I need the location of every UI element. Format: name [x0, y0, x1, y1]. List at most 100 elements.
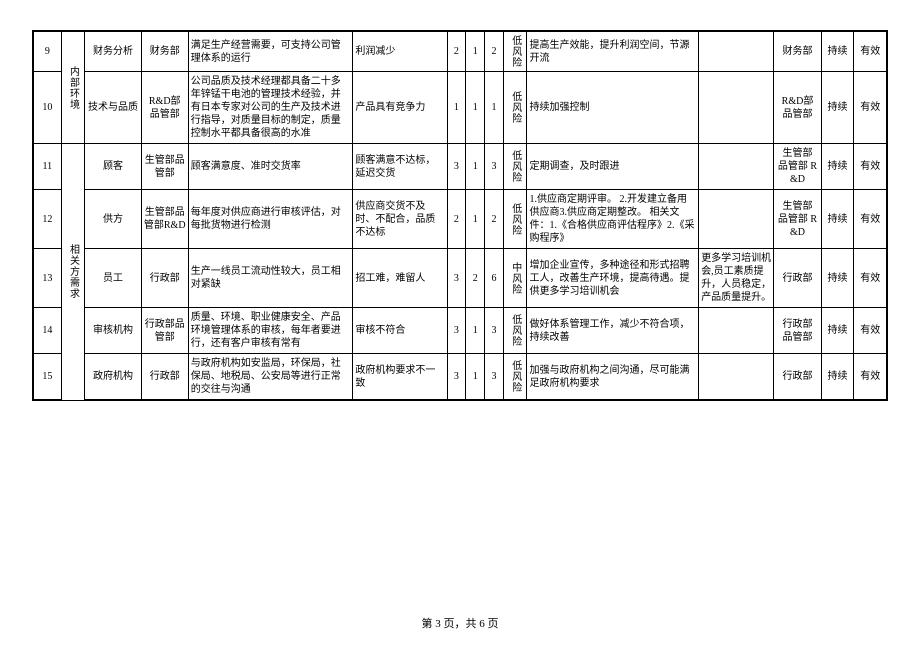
dept: 财务部 [141, 31, 188, 72]
score3: 3 [485, 308, 504, 354]
dept: 生管部品管部R&D [141, 190, 188, 249]
row-num: 12 [33, 190, 61, 249]
risk-level: 低风险 [503, 308, 527, 354]
table-row: 10技术与品质R&D部 品管部公司品质及技术经理都具备二十多年锌锰干电池的管理技… [33, 72, 887, 144]
measure: 持续加强控制 [527, 72, 699, 144]
effect [699, 72, 774, 144]
status: 持续 [821, 72, 854, 144]
status: 持续 [821, 31, 854, 72]
risk: 审核不符合 [353, 308, 447, 354]
score3: 3 [485, 354, 504, 401]
status: 持续 [821, 190, 854, 249]
subject: 员工 [85, 249, 141, 308]
score1: 3 [447, 249, 466, 308]
risk-level: 低风险 [503, 354, 527, 401]
score1: 3 [447, 354, 466, 401]
responsible: 行政部 [774, 354, 821, 401]
score2: 1 [466, 31, 485, 72]
score3: 3 [485, 144, 504, 190]
description: 满足生产经营需要，可支持公司管理体系的运行 [188, 31, 353, 72]
description: 与政府机构如安监局，环保局，社保局、地税局、公安局等进行正常的交往与沟通 [188, 354, 353, 401]
row-num: 13 [33, 249, 61, 308]
table-body: 9内部环境财务分析财务部满足生产经营需要，可支持公司管理体系的运行利润减少212… [33, 31, 887, 400]
valid: 有效 [854, 308, 887, 354]
status: 持续 [821, 249, 854, 308]
subject: 政府机构 [85, 354, 141, 401]
risk: 政府机构要求不一致 [353, 354, 447, 401]
measure: 加强与政府机构之间沟通，尽可能满足政府机构要求 [527, 354, 699, 401]
responsible: 生管部 品管部 R&D [774, 144, 821, 190]
status: 持续 [821, 354, 854, 401]
description: 质量、环境、职业健康安全、产品环境管理体系的审核，每年者要进行，还有客户审核有常… [188, 308, 353, 354]
score1: 2 [447, 190, 466, 249]
dept: 生管部品管部 [141, 144, 188, 190]
risk: 供应商交货不及时、不配合，品质不达标 [353, 190, 447, 249]
status: 持续 [821, 308, 854, 354]
table-row: 15政府机构行政部与政府机构如安监局，环保局，社保局、地税局、公安局等进行正常的… [33, 354, 887, 401]
score3: 2 [485, 31, 504, 72]
description: 公司品质及技术经理都具备二十多年锌锰干电池的管理技术经验，并有日本专家对公司的生… [188, 72, 353, 144]
valid: 有效 [854, 144, 887, 190]
dept: 行政部品管部 [141, 308, 188, 354]
description: 每年度对供应商进行审核评估，对每批货物进行检测 [188, 190, 353, 249]
score3: 2 [485, 190, 504, 249]
risk-level: 低风险 [503, 31, 527, 72]
row-num: 11 [33, 144, 61, 190]
score1: 1 [447, 72, 466, 144]
risk-level: 低风险 [503, 144, 527, 190]
subject: 供方 [85, 190, 141, 249]
subject: 审核机构 [85, 308, 141, 354]
effect: 更多学习培训机会,员工素质提升，人员稳定，产品质量提升。 [699, 249, 774, 308]
valid: 有效 [854, 354, 887, 401]
score3: 6 [485, 249, 504, 308]
effect [699, 354, 774, 401]
table-row: 14 审核机构行政部品管部质量、环境、职业健康安全、产品环境管理体系的审核，每年者… [33, 308, 887, 354]
risk: 顾客满意不达标，延迟交货 [353, 144, 447, 190]
responsible: 行政部 [774, 249, 821, 308]
row-num: 14 [33, 308, 61, 354]
valid: 有效 [854, 31, 887, 72]
score2: 2 [466, 249, 485, 308]
row-num: 15 [33, 354, 61, 401]
responsible: R&D部 品管部 [774, 72, 821, 144]
dept: R&D部 品管部 [141, 72, 188, 144]
score2: 1 [466, 308, 485, 354]
valid: 有效 [854, 249, 887, 308]
risk-level: 中风险 [503, 249, 527, 308]
responsible: 生管部 品管部 R&D [774, 190, 821, 249]
score1: 3 [447, 308, 466, 354]
subject: 技术与品质 [85, 72, 141, 144]
table-row: 12 供方生管部品管部R&D每年度对供应商进行审核评估，对每批货物进行检测供应商交… [33, 190, 887, 249]
subject: 顾客 [85, 144, 141, 190]
score3: 1 [485, 72, 504, 144]
row-num: 9 [33, 31, 61, 72]
dept: 行政部 [141, 249, 188, 308]
description: 生产一线员工流动性较大，员工相对紧缺 [188, 249, 353, 308]
measure: 定期调查，及时跟进 [527, 144, 699, 190]
risk-level: 低风险 [503, 190, 527, 249]
score2: 1 [466, 72, 485, 144]
measure: 做好体系管理工作，减少不符合项，持续改善 [527, 308, 699, 354]
risk: 招工难，难留人 [353, 249, 447, 308]
score2: 1 [466, 190, 485, 249]
subject: 财务分析 [85, 31, 141, 72]
score2: 1 [466, 354, 485, 401]
risk: 利润减少 [353, 31, 447, 72]
risk: 产品具有竞争力 [353, 72, 447, 144]
valid: 有效 [854, 190, 887, 249]
table-row: 11相关方需求顾客生管部品管部顾客满意度、准时交货率顾客满意不达标，延迟交货31… [33, 144, 887, 190]
measure: 提高生产效能，提升利润空间，节源开流 [527, 31, 699, 72]
valid: 有效 [854, 72, 887, 144]
score1: 2 [447, 31, 466, 72]
effect [699, 190, 774, 249]
risk-table: 9内部环境财务分析财务部满足生产经营需要，可支持公司管理体系的运行利润减少212… [32, 30, 888, 401]
responsible: 行政部 品管部 [774, 308, 821, 354]
effect [699, 144, 774, 190]
score1: 3 [447, 144, 466, 190]
dept: 行政部 [141, 354, 188, 401]
score2: 1 [466, 144, 485, 190]
table-row: 13员工行政部生产一线员工流动性较大，员工相对紧缺招工难，难留人326中风险增加… [33, 249, 887, 308]
category: 相关方需求 [61, 144, 85, 401]
responsible: 财务部 [774, 31, 821, 72]
effect [699, 31, 774, 72]
